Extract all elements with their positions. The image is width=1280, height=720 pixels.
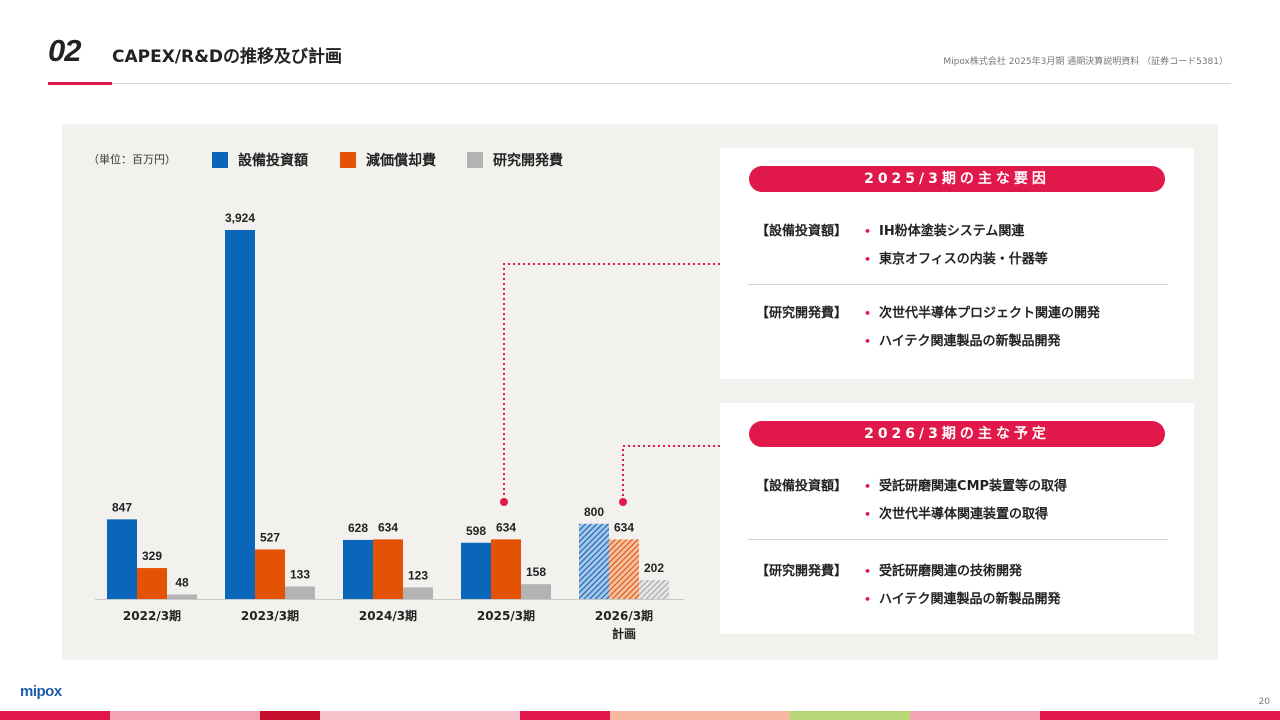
bar-capex bbox=[461, 542, 491, 599]
connector-2026 bbox=[622, 445, 720, 499]
connector-2025 bbox=[503, 263, 720, 499]
legend-label: 減価償却費 bbox=[366, 153, 436, 169]
x-tick-label: 2024/3期 bbox=[359, 608, 417, 623]
header-divider bbox=[48, 83, 1231, 84]
bar-rnd bbox=[285, 586, 315, 599]
section-number: 02 bbox=[48, 33, 81, 68]
bar-rnd bbox=[167, 594, 197, 599]
legend-item-capex: 設備投資額 bbox=[212, 150, 308, 170]
card-divider bbox=[748, 284, 1168, 285]
data-label: 133 bbox=[290, 567, 310, 581]
decorative-bottom-band bbox=[0, 711, 1280, 720]
legend-item-rnd: 研究開発費 bbox=[467, 150, 563, 170]
data-label: 48 bbox=[175, 575, 189, 589]
data-label: 158 bbox=[526, 565, 546, 579]
legend-label: 設備投資額 bbox=[238, 153, 308, 169]
legend-swatch bbox=[340, 152, 356, 168]
bar-rnd bbox=[521, 584, 551, 599]
x-tick-label: 計画 bbox=[612, 626, 636, 641]
legend-swatch bbox=[212, 152, 228, 168]
card-item: • 次世代半導体プロジェクト関連の開発 bbox=[864, 306, 1101, 321]
bar-rnd bbox=[639, 580, 669, 599]
bar-depreciation bbox=[255, 549, 285, 599]
page-number: 20 bbox=[1258, 697, 1270, 707]
card-category: 【研究開発費】 bbox=[756, 306, 848, 321]
legend-label: 研究開発費 bbox=[493, 153, 563, 169]
bar-capex bbox=[343, 539, 373, 599]
card-2025-factors: 2025/3期の主な要因 【設備投資額】 • IH粉体塗装システム関連 • 東京オフ… bbox=[720, 148, 1194, 379]
card-category: 【設備投資額】 bbox=[756, 224, 848, 239]
x-tick-label: 2026/3期 bbox=[595, 608, 653, 623]
data-label: 329 bbox=[142, 549, 162, 563]
bar-capex bbox=[579, 523, 609, 599]
x-tick-label: 2023/3期 bbox=[241, 608, 299, 623]
x-tick-label: 2025/3期 bbox=[477, 608, 535, 623]
card-item: • ハイテク関連製品の新製品開発 bbox=[864, 334, 1061, 349]
legend-swatch bbox=[467, 152, 483, 168]
card-item: • ハイテク関連製品の新製品開発 bbox=[864, 592, 1061, 607]
card-divider bbox=[748, 539, 1168, 540]
data-label: 634 bbox=[496, 520, 516, 534]
card-category: 【研究開発費】 bbox=[756, 564, 848, 579]
data-label: 800 bbox=[584, 505, 604, 519]
card-title: 2026/3期の主な予定 bbox=[749, 421, 1165, 447]
card-item: • IH粉体塗装システム関連 bbox=[864, 224, 1025, 239]
data-label: 598 bbox=[466, 524, 486, 538]
data-label: 847 bbox=[112, 500, 132, 514]
data-label: 634 bbox=[378, 520, 398, 534]
bar-capex bbox=[225, 230, 255, 599]
header-accent-bar bbox=[48, 82, 112, 85]
card-title: 2025/3期の主な要因 bbox=[749, 166, 1165, 192]
data-label: 634 bbox=[614, 520, 634, 534]
data-label: 123 bbox=[408, 568, 428, 582]
connector-dot-2026 bbox=[619, 498, 627, 506]
card-item: • 東京オフィスの内装・什器等 bbox=[864, 252, 1048, 267]
data-label: 628 bbox=[348, 521, 368, 535]
card-item: • 受託研磨関連CMP装置等の取得 bbox=[864, 479, 1068, 494]
data-label: 527 bbox=[260, 530, 280, 544]
page-title: CAPEX/R&Dの推移及び計画 bbox=[112, 47, 343, 67]
data-label: 202 bbox=[644, 561, 664, 575]
card-item: • 受託研磨関連の技術開発 bbox=[864, 564, 1023, 579]
data-label: 3,924 bbox=[225, 211, 255, 225]
card-2026-plans: 2026/3期の主な予定 【設備投資額】 • 受託研磨関連CMP装置等の取得 • 次… bbox=[720, 403, 1194, 634]
bar-capex bbox=[107, 519, 137, 599]
x-tick-label: 2022/3期 bbox=[123, 608, 181, 623]
connector-dot-2025 bbox=[500, 498, 508, 506]
bar-depreciation bbox=[373, 539, 403, 599]
mipox-logo: mipox bbox=[20, 683, 62, 700]
card-item: • 次世代半導体関連装置の取得 bbox=[864, 507, 1049, 522]
bar-depreciation bbox=[609, 539, 639, 599]
company-info: Mipox株式会社 2025年3月期 通期決算説明資料 （証券コード5381） bbox=[943, 57, 1228, 67]
bar-depreciation bbox=[491, 539, 521, 599]
bar-depreciation bbox=[137, 568, 167, 599]
bar-rnd bbox=[403, 587, 433, 599]
card-category: 【設備投資額】 bbox=[756, 479, 848, 494]
legend-item-depreciation: 減価償却費 bbox=[340, 150, 436, 170]
unit-label: （単位：百万円） bbox=[88, 153, 176, 166]
